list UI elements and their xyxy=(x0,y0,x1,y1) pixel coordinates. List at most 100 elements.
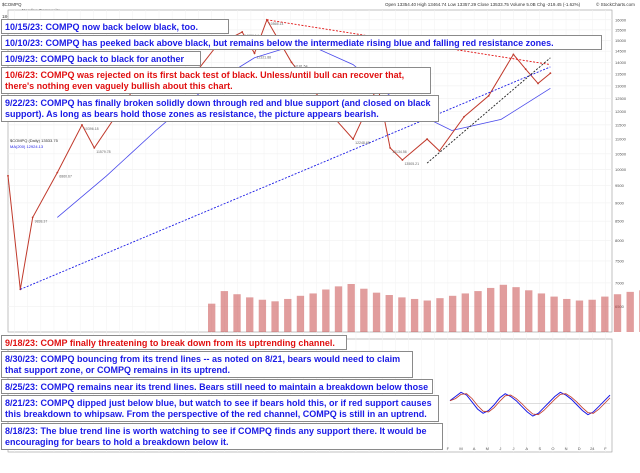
trend-line-black xyxy=(426,57,551,164)
y-tick-label: 7000 xyxy=(615,280,625,285)
source-label: © StockCharts.com xyxy=(596,2,635,7)
volume-bar xyxy=(487,287,495,332)
volume-bar xyxy=(334,286,343,332)
macd-line xyxy=(449,391,611,417)
y-tick-label: 9500 xyxy=(615,183,625,188)
y-tick-label: 15500 xyxy=(615,27,627,32)
x-tick-label: A xyxy=(473,446,476,451)
x-tick-label: 24 xyxy=(590,446,595,451)
y-tick-label: 14000 xyxy=(615,60,627,65)
volume-bar xyxy=(220,291,229,332)
volume-bar xyxy=(410,298,419,332)
price-point xyxy=(290,61,293,64)
annotation-oct9: 10/9/23: COMPQ back to black for another… xyxy=(1,51,201,66)
volume-bar xyxy=(385,295,393,332)
x-tick-label: F xyxy=(604,446,607,451)
legend-price: $COMPQ (Daily) 13533.75 xyxy=(10,138,59,143)
annotation-oct15: 10/15/23: COMPQ now back below black, to… xyxy=(1,19,229,34)
volume-bar xyxy=(284,298,292,332)
volume-bar xyxy=(347,284,355,332)
x-tick-label: A xyxy=(525,446,528,451)
price-label: 11181.54 xyxy=(294,64,308,68)
annotation-aug21: 8/21/23: COMPQ dipped just below blue, b… xyxy=(1,395,439,422)
volume-bar xyxy=(258,299,267,332)
volume-bar xyxy=(563,298,571,332)
y-tick-label: 14500 xyxy=(615,49,627,54)
y-tick-label: 8000 xyxy=(615,238,625,243)
volume-bar xyxy=(233,294,241,332)
y-tick-label: 16000 xyxy=(615,17,627,22)
macd-signal-line xyxy=(449,393,611,416)
annotation-sep22: 9/22/23: COMPQ has finally broken solidl… xyxy=(1,95,439,122)
volume-bar xyxy=(512,287,520,332)
price-point xyxy=(401,159,404,161)
price-label: 9838.37 xyxy=(35,219,48,223)
price-point xyxy=(426,138,429,140)
y-tick-label: 10000 xyxy=(615,167,627,172)
price-point xyxy=(31,216,34,219)
x-tick-label: N xyxy=(565,446,568,451)
annotation-aug30: 8/30/23: COMPQ bouncing from its trend l… xyxy=(1,351,413,378)
annotation-aug18: 8/18/23: The blue trend line is worth wa… xyxy=(1,423,443,450)
price-label: 13134.56 xyxy=(392,150,407,154)
y-tick-label: 9000 xyxy=(615,200,625,205)
price-point xyxy=(253,52,256,55)
x-tick-label: M xyxy=(486,446,489,451)
y-tick-label: 13000 xyxy=(615,83,627,88)
volume-bar xyxy=(372,292,381,332)
volume-bar xyxy=(423,300,431,332)
volume-bar xyxy=(296,295,305,332)
y-tick-label: 7500 xyxy=(615,258,625,263)
trend-line-blue xyxy=(20,66,551,290)
price-point xyxy=(512,53,515,56)
price-label: 12248.68 xyxy=(355,141,370,145)
price-point xyxy=(487,94,490,97)
x-tick-label: F xyxy=(447,446,450,451)
price-point xyxy=(537,82,539,85)
symbol-label: $COMPQ xyxy=(2,2,22,7)
price-label: 11579.78 xyxy=(96,150,110,154)
volume-bar xyxy=(271,301,279,332)
x-tick-label: J xyxy=(499,446,501,451)
price-label: 10565.14 xyxy=(269,22,284,26)
volume-bar xyxy=(601,296,609,332)
ohlc-readout: Open 13354.40 High 13464.74 Low 13357.29… xyxy=(385,2,581,7)
y-tick-label: 13500 xyxy=(615,71,627,76)
price-label: 10396.18 xyxy=(84,127,99,131)
y-tick-label: 11500 xyxy=(615,122,627,127)
x-tick-label: D xyxy=(578,446,581,451)
price-point xyxy=(438,149,441,152)
price-point xyxy=(93,146,96,149)
volume-bar xyxy=(461,293,469,332)
annotation-oct10: 10/10/23: COMPQ has peeked back above bl… xyxy=(1,35,602,50)
volume-bar xyxy=(208,303,216,332)
volume-bar xyxy=(436,298,444,332)
volume-bar xyxy=(626,291,634,332)
annotation-aug25: 8/25/23: COMPQ remains near its trend li… xyxy=(1,379,433,394)
price-label: 12321.88 xyxy=(257,55,272,59)
y-tick-label: 12500 xyxy=(615,96,627,101)
price-point xyxy=(81,124,83,126)
y-tick-label: 11000 xyxy=(615,137,627,142)
volume-bar xyxy=(398,297,406,332)
annotation-oct6: 10/6/23: COMPQ was rejected on its first… xyxy=(1,67,431,94)
volume-bar xyxy=(448,295,457,332)
price-point xyxy=(7,174,9,177)
volume-bar xyxy=(575,300,584,332)
price-point xyxy=(524,68,527,71)
price-point xyxy=(389,146,392,149)
annotation-sep18: 9/18/23: COMP finally threatening to bre… xyxy=(1,335,347,350)
price-point xyxy=(352,138,355,140)
volume-bar xyxy=(537,293,546,332)
y-tick-label: 12000 xyxy=(615,109,627,114)
volume-bar xyxy=(550,296,558,332)
volume-bar xyxy=(525,290,533,332)
volume-bar xyxy=(246,297,254,332)
price-point xyxy=(241,31,244,33)
volume-bar xyxy=(360,288,368,332)
price-point xyxy=(56,171,59,174)
x-tick-label: O xyxy=(551,446,554,451)
y-tick-label: 10500 xyxy=(615,151,627,156)
legend-ma: MA(200) 12924.13 xyxy=(10,144,44,149)
